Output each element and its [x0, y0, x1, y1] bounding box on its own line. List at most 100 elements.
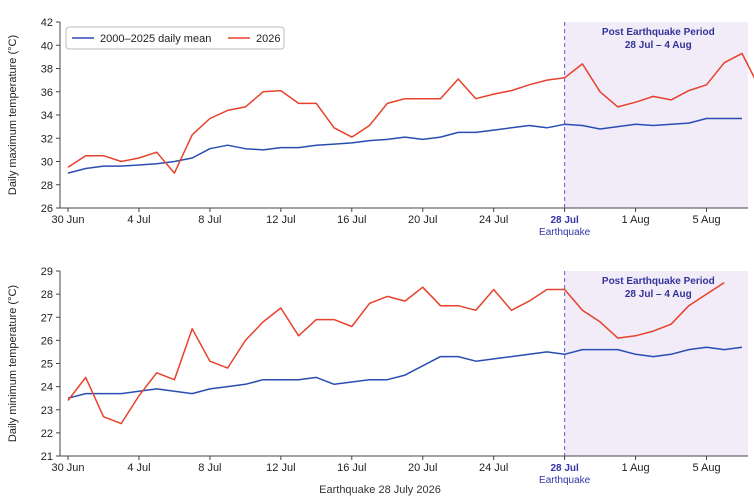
data-point-daily-mean: [741, 346, 743, 348]
data-point-2026: [333, 127, 335, 129]
x-tick-label: 24 Jul: [479, 462, 508, 474]
data-point-daily-mean: [333, 383, 335, 385]
data-point-daily-mean: [209, 388, 211, 390]
y-tick-label: 26: [41, 335, 53, 347]
footer-caption: Earthquake 28 July 2026: [319, 484, 441, 496]
y-tick-label: 27: [41, 312, 53, 324]
data-point-2026: [333, 318, 335, 320]
data-point-daily-mean: [209, 148, 211, 150]
data-point-2026: [652, 95, 654, 97]
data-point-daily-mean: [173, 390, 175, 392]
data-point-daily-mean: [404, 374, 406, 376]
y-tick-label: 36: [41, 87, 53, 99]
data-point-daily-mean: [138, 164, 140, 166]
y-tick-label: 28: [41, 289, 53, 301]
data-point-daily-mean: [546, 127, 548, 129]
data-point-daily-mean: [262, 149, 264, 151]
data-point-daily-mean: [510, 127, 512, 129]
x-tick-label: 16 Jul: [337, 214, 366, 226]
x-tick-label: 5 Aug: [692, 214, 720, 226]
x-tick-label: 30 Jun: [51, 214, 84, 226]
data-point-daily-mean: [670, 123, 672, 125]
data-point-daily-mean: [226, 385, 228, 387]
data-point-2026: [297, 102, 299, 104]
data-point-daily-mean: [315, 376, 317, 378]
data-point-2026: [120, 160, 122, 162]
data-point-daily-mean: [102, 392, 104, 394]
y-tick-label: 26: [41, 203, 53, 215]
data-point-2026: [102, 415, 104, 417]
data-point-2026: [546, 288, 548, 290]
y-tick-label: 34: [41, 110, 53, 122]
y-tick-label: 21: [41, 451, 53, 463]
data-point-2026: [723, 61, 725, 63]
data-point-2026: [226, 367, 228, 369]
data-point-2026: [85, 376, 87, 378]
x-tick-label: 4 Jul: [127, 214, 150, 226]
x-tick-label: 20 Jul: [408, 214, 437, 226]
data-point-2026: [173, 378, 175, 380]
data-point-2026: [652, 330, 654, 332]
data-point-daily-mean: [475, 131, 477, 133]
data-point-2026: [422, 98, 424, 100]
data-point-daily-mean: [67, 172, 69, 174]
data-point-2026: [244, 106, 246, 108]
data-point-daily-mean: [688, 122, 690, 124]
data-point-daily-mean: [563, 353, 565, 355]
x-tick-label: 20 Jul: [408, 462, 437, 474]
data-point-daily-mean: [155, 163, 157, 165]
y-tick-label: 23: [41, 405, 53, 417]
data-point-2026: [492, 288, 494, 290]
post-earthquake-shading: [564, 22, 748, 208]
chart-min-temperature: 21 22 23 24 25 26 27 28 29 Daily minimum temperat…: [7, 266, 748, 486]
x-tick-label: 1 Aug: [622, 214, 650, 226]
data-point-2026: [581, 63, 583, 65]
data-point-2026: [563, 77, 565, 79]
data-point-daily-mean: [670, 353, 672, 355]
y-tick-label: 29: [41, 266, 53, 278]
data-point-2026: [492, 93, 494, 95]
data-point-daily-mean: [422, 138, 424, 140]
data-point-daily-mean: [546, 351, 548, 353]
data-point-2026: [209, 117, 211, 119]
data-point-daily-mean: [652, 124, 654, 126]
data-point-2026: [670, 99, 672, 101]
data-point-2026: [67, 399, 69, 401]
y-tick-label: 22: [41, 428, 53, 440]
data-point-2026: [386, 295, 388, 297]
data-point-2026: [191, 328, 193, 330]
data-point-daily-mean: [581, 124, 583, 126]
series-line-2026: [67, 52, 754, 174]
legend: 2000–2025 daily mean 2026: [65, 26, 285, 50]
data-point-2026: [705, 84, 707, 86]
data-point-daily-mean: [351, 381, 353, 383]
data-point-daily-mean: [226, 144, 228, 146]
data-point-2026: [617, 337, 619, 339]
series-line-daily-mean: [67, 346, 743, 399]
data-point-daily-mean: [723, 348, 725, 350]
data-point-daily-mean: [705, 117, 707, 119]
data-point-2026: [404, 300, 406, 302]
y-tick-label: 25: [41, 359, 53, 371]
legend-label-daily-mean: 2000–2025 daily mean: [100, 33, 211, 45]
y-tick-label: 30: [41, 157, 53, 169]
data-point-2026: [262, 91, 264, 93]
data-point-daily-mean: [315, 144, 317, 146]
data-point-2026: [155, 151, 157, 153]
data-point-2026: [563, 288, 565, 290]
data-point-daily-mean: [244, 383, 246, 385]
data-point-2026: [226, 109, 228, 111]
data-point-daily-mean: [138, 390, 140, 392]
data-point-daily-mean: [386, 378, 388, 380]
x-tick-label: 8 Jul: [198, 462, 221, 474]
data-point-daily-mean: [510, 355, 512, 357]
data-point-daily-mean: [599, 128, 601, 130]
earthquake-label: Earthquake: [539, 227, 591, 238]
data-point-2026: [581, 309, 583, 311]
data-point-2026: [351, 136, 353, 138]
x-tick-label: 16 Jul: [337, 462, 366, 474]
data-point-2026: [422, 286, 424, 288]
data-point-daily-mean: [244, 148, 246, 150]
y-axis-title: Daily maximum temperature (°C): [7, 35, 19, 195]
